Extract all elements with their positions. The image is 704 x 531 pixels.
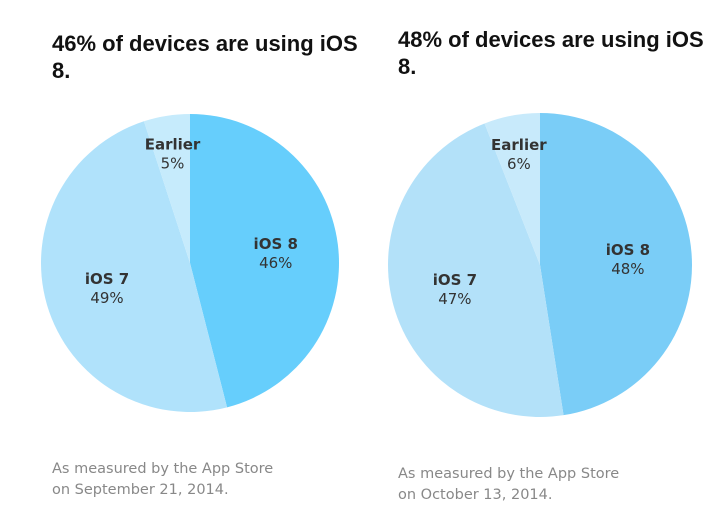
pie-1-value-earlier: 5% xyxy=(161,155,185,173)
pie-2-label-ios-7: iOS 7 xyxy=(433,271,477,289)
pie-2-value-ios-8: 48% xyxy=(611,260,644,278)
pie-2-slice-earlier xyxy=(484,113,540,265)
pie-1-value-ios-7: 49% xyxy=(90,289,123,307)
footnote-2: As measured by the App Store on October … xyxy=(398,464,704,506)
pie-1-slice-earlier xyxy=(143,114,190,263)
pie-1-label-ios-7: iOS 7 xyxy=(85,270,129,288)
pie-1-label-ios-8: iOS 8 xyxy=(254,235,298,253)
pie-2-value-earlier: 6% xyxy=(507,155,531,173)
pie-2-slice-ios-8 xyxy=(540,113,693,416)
pie-2-value-ios-7: 47% xyxy=(438,290,471,308)
footnote-1-line-2: on September 21, 2014. xyxy=(52,482,229,498)
chart-title-2: 48% of devices are using iOS 8. xyxy=(398,27,704,79)
footnote-2-line-1: As measured by the App Store xyxy=(398,466,620,482)
footnote-1-line-1: As measured by the App Store xyxy=(52,461,274,477)
pie-1-slice-ios-7 xyxy=(41,121,228,412)
pie-1-value-ios-8: 46% xyxy=(259,254,292,272)
chart-title-1: 46% of devices are using iOS 8. xyxy=(52,31,358,83)
pie-2-label-earlier: Earlier xyxy=(491,136,547,154)
pie-2-label-ios-8: iOS 8 xyxy=(606,241,650,259)
footnote-1: As measured by the App Store on Septembe… xyxy=(52,459,372,501)
pie-1-label-earlier: Earlier xyxy=(145,136,201,154)
footnote-2-line-2: on October 13, 2014. xyxy=(398,487,553,503)
pie-1-slice-ios-8 xyxy=(190,114,340,408)
pie-2-slice-ios-7 xyxy=(388,123,564,418)
